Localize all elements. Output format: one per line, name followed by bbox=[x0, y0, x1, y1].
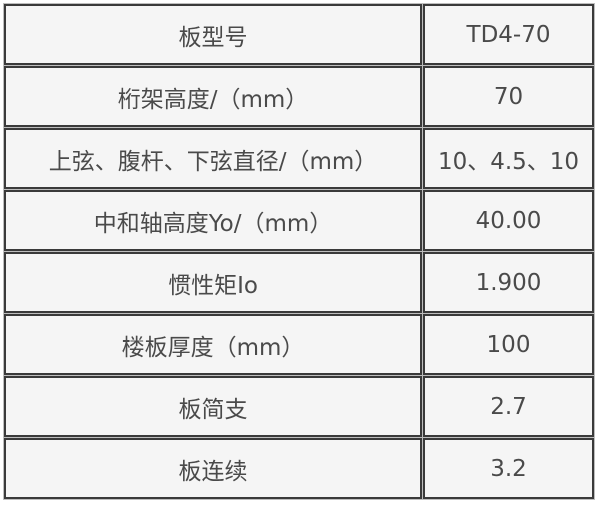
row-label: 板简支 bbox=[4, 376, 422, 437]
row-value: 1.900 bbox=[423, 252, 594, 313]
table-row: 板连续 3.2 bbox=[4, 438, 594, 499]
table-row: 板简支 2.7 bbox=[4, 376, 594, 437]
row-label: 楼板厚度（mm） bbox=[4, 314, 422, 375]
row-value: 40.00 bbox=[423, 190, 594, 251]
row-label: 上弦、腹杆、下弦直径/（mm） bbox=[4, 128, 422, 189]
row-value: 100 bbox=[423, 314, 594, 375]
table-row: 板型号 TD4-70 bbox=[4, 4, 594, 65]
row-label: 惯性矩Io bbox=[4, 252, 422, 313]
row-value: 2.7 bbox=[423, 376, 594, 437]
table-row: 上弦、腹杆、下弦直径/（mm） 10、4.5、10 bbox=[4, 128, 594, 189]
row-value: 10、4.5、10 bbox=[423, 128, 594, 189]
row-label: 桁架高度/（mm） bbox=[4, 66, 422, 127]
table-row: 桁架高度/（mm） 70 bbox=[4, 66, 594, 127]
row-value: TD4-70 bbox=[423, 4, 594, 65]
row-value: 70 bbox=[423, 66, 594, 127]
row-label: 中和轴高度Yo/（mm） bbox=[4, 190, 422, 251]
spec-table: 板型号 TD4-70 桁架高度/（mm） 70 上弦、腹杆、下弦直径/（mm） 10、4.… bbox=[3, 3, 595, 500]
table-row: 惯性矩Io 1.900 bbox=[4, 252, 594, 313]
row-value: 3.2 bbox=[423, 438, 594, 499]
row-label: 板连续 bbox=[4, 438, 422, 499]
table-row: 中和轴高度Yo/（mm） 40.00 bbox=[4, 190, 594, 251]
table-row: 楼板厚度（mm） 100 bbox=[4, 314, 594, 375]
row-label: 板型号 bbox=[4, 4, 422, 65]
